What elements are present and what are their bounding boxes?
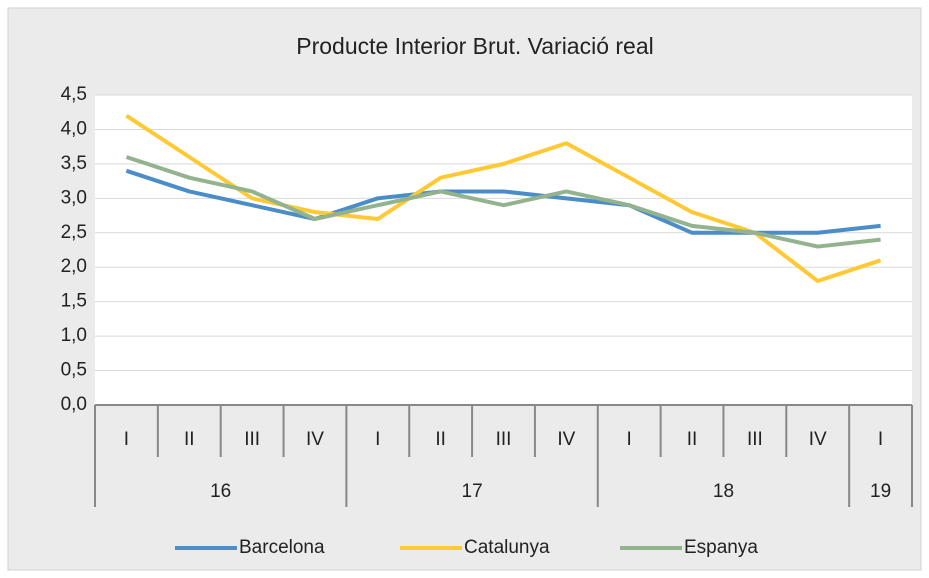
x-tick-label: III	[496, 429, 512, 450]
x-tick-label: I	[878, 429, 883, 450]
group-label: 17	[462, 481, 483, 502]
y-tick-label: 4,5	[61, 84, 87, 105]
y-tick-label: 1,5	[61, 291, 87, 312]
x-tick-label: II	[184, 429, 195, 450]
group-label: 18	[713, 481, 734, 502]
y-tick-label: 4,0	[61, 118, 87, 139]
y-tick-label: 0,0	[61, 394, 87, 415]
legend-label: Catalunya	[464, 537, 550, 558]
x-tick-label: IV	[557, 429, 575, 450]
x-tick-label: I	[375, 429, 380, 450]
y-tick-label: 2,0	[61, 256, 87, 277]
line	[125, 155, 881, 249]
x-tick-label: II	[687, 429, 698, 450]
x-tick-label: IV	[809, 429, 827, 450]
group-label: 19	[870, 481, 891, 502]
plot-area	[95, 95, 912, 405]
x-tick-label: IV	[306, 429, 324, 450]
chart-title: Producte Interior Brut. Variació real	[296, 33, 654, 59]
y-tick-label: 2,5	[61, 222, 87, 243]
legend-label: Espanya	[684, 537, 758, 558]
x-tick-label: III	[747, 429, 763, 450]
y-tick-label: 1,0	[61, 325, 87, 346]
y-tick-label: 0,5	[61, 360, 87, 381]
x-tick-label: I	[124, 429, 129, 450]
y-tick-label: 3,5	[61, 153, 87, 174]
x-tick-label: II	[435, 429, 446, 450]
x-tick-label: III	[244, 429, 260, 450]
x-tick-label: I	[627, 429, 632, 450]
y-tick-label: 3,0	[61, 187, 87, 208]
legend-label: Barcelona	[239, 537, 325, 558]
group-label: 16	[210, 481, 231, 502]
